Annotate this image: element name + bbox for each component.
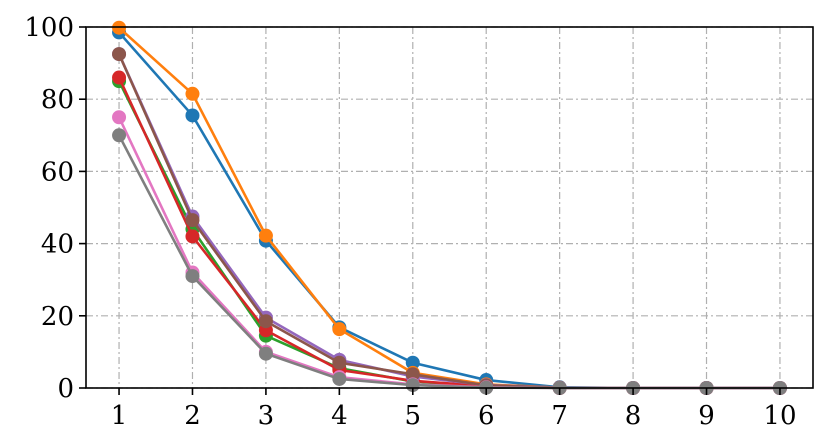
x-tick-label: 7	[551, 401, 568, 431]
x-tick-label: 9	[698, 401, 715, 431]
data-point	[185, 86, 200, 101]
x-tick-label: 4	[331, 401, 348, 431]
x-tick-label: 6	[478, 401, 495, 431]
x-tick-label: 8	[625, 401, 642, 431]
data-point	[185, 213, 200, 228]
x-tick-label: 2	[184, 401, 201, 431]
x-tick-label: 3	[258, 401, 275, 431]
y-tick-label: 20	[41, 302, 74, 332]
data-point	[112, 70, 127, 85]
x-tick-label: 5	[405, 401, 422, 431]
data-point	[185, 108, 200, 123]
data-point	[258, 228, 273, 243]
y-tick-label: 0	[57, 374, 74, 404]
plot-frame	[85, 26, 814, 389]
data-point	[332, 371, 347, 386]
x-axis: 1 2 3 4 5 6 7 8 9 10	[111, 388, 797, 431]
y-tick-label: 80	[41, 85, 74, 115]
data-point	[405, 367, 420, 382]
data-point	[332, 322, 347, 337]
data-point	[405, 355, 420, 370]
x-tick-label: 1	[111, 401, 128, 431]
data-point	[258, 314, 273, 329]
data-point	[112, 110, 127, 125]
data-point	[332, 355, 347, 370]
y-tick-label: 100	[24, 13, 74, 43]
data-point	[258, 346, 273, 361]
y-tick-label: 40	[41, 230, 74, 260]
data-point	[185, 229, 200, 244]
data-point	[112, 47, 127, 62]
data-point	[185, 269, 200, 284]
data-point	[112, 128, 127, 143]
y-axis: 0 20 40 60 80 100	[24, 13, 86, 404]
x-tick-label: 10	[763, 401, 796, 431]
y-tick-label: 60	[41, 157, 74, 187]
